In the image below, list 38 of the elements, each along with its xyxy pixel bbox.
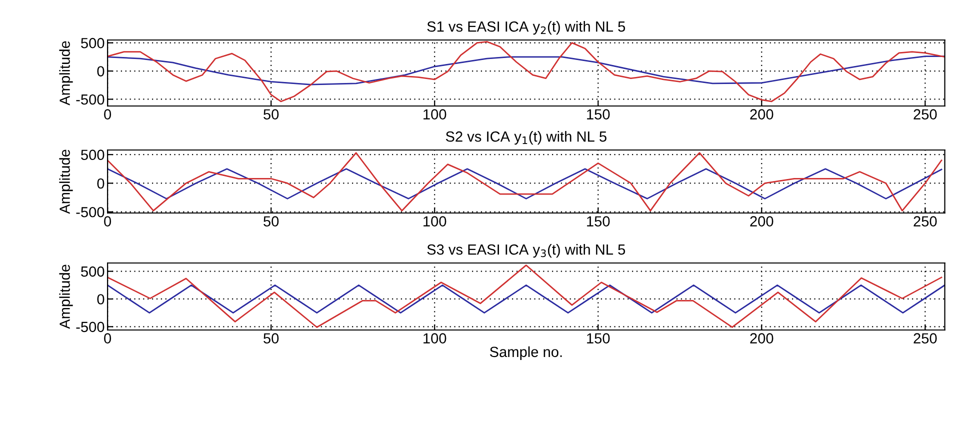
x-tick-label: 50 [264, 333, 279, 344]
x-tick-label: 250 [914, 109, 937, 120]
x-tick-label: 200 [750, 216, 774, 226]
line-series [108, 168, 942, 200]
y-axis-title: Amplitude [59, 41, 73, 106]
y-tick-label: 500 [81, 38, 104, 48]
x-tick-label: 100 [424, 333, 446, 344]
x-tick-label: 200 [750, 109, 774, 120]
chart-title: S3 vs EASI ICA y$_{3}$(t) with NL 5 [427, 244, 626, 258]
y-axis-title: Amplitude [59, 150, 73, 214]
line-series [108, 152, 942, 212]
chart-title: S1 vs EASI ICA y$_{2}$(t) with NL 5 [427, 21, 626, 35]
x-tick-label: 100 [424, 216, 446, 226]
line-series [108, 56, 945, 86]
x-tick-label: 150 [587, 333, 610, 344]
x-tick-label: 50 [264, 109, 279, 120]
y-tick-label: 500 [81, 150, 104, 160]
x-tick-label: 200 [750, 333, 774, 344]
y-tick-label: 0 [97, 66, 104, 76]
y-tick-label: -500 [76, 206, 104, 218]
x-tick-label: 0 [104, 333, 112, 344]
x-tick-label: 150 [587, 216, 610, 226]
x-tick-label: 250 [914, 216, 937, 226]
line-series [108, 264, 942, 328]
chart-title: S2 vs ICA y$_{1}$(t) with NL 5 [446, 131, 606, 145]
y-tick-label: 0 [97, 178, 104, 189]
x-tick-label: 50 [264, 216, 279, 226]
x-tick-label: 100 [424, 109, 446, 120]
y-tick-label: -500 [76, 322, 104, 332]
x-axis-title: Sample no. [490, 346, 562, 360]
x-tick-label: 250 [914, 333, 937, 344]
y-axis-title: Amplitude [59, 264, 73, 329]
x-tick-label: 0 [104, 109, 112, 120]
y-tick-label: -500 [76, 94, 104, 105]
y-tick-label: 0 [97, 294, 104, 304]
y-tick-label: 500 [81, 266, 104, 277]
x-tick-label: 0 [104, 216, 112, 226]
x-tick-label: 150 [587, 109, 610, 120]
